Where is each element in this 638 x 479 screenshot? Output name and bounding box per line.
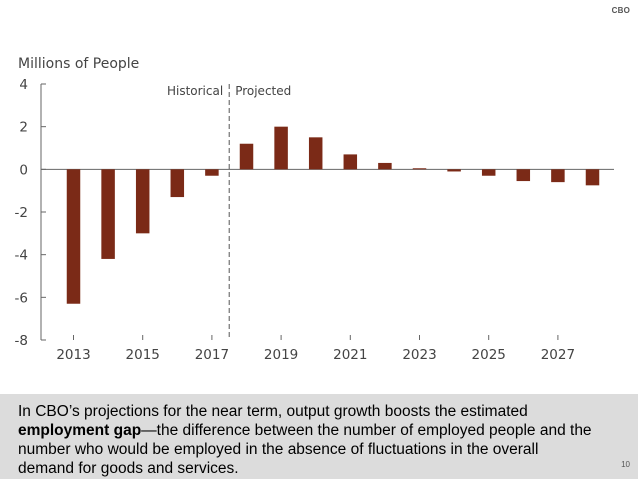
y-tick-label: 2 xyxy=(19,120,28,136)
x-tick-label: 2027 xyxy=(541,347,575,363)
x-tick-label: 2023 xyxy=(402,347,436,363)
y-tick-label: 0 xyxy=(19,162,28,178)
bar-2028 xyxy=(585,169,600,186)
x-tick-label: 2017 xyxy=(195,347,229,363)
caption-key-term: employment gap xyxy=(18,422,142,439)
y-tick-label: -2 xyxy=(15,205,28,221)
bar-2015 xyxy=(135,169,150,234)
caption-text-start: In CBO’s projections for the near term, … xyxy=(18,403,528,420)
bar-2026 xyxy=(516,169,531,182)
bar-2018 xyxy=(239,143,254,170)
employment-gap-chart: Millions of People 420-2-4-6-8 2013 2015 2… xyxy=(15,56,614,363)
bar-2024 xyxy=(447,169,461,172)
bar-2021 xyxy=(343,154,358,170)
bar-2014 xyxy=(101,169,115,259)
cbo-logo: CBO xyxy=(611,6,630,15)
caption-text-end: —the difference between the number of em… xyxy=(18,422,592,477)
x-axis: 2013 2015 2017 2019 2021 2023 2025 2027 xyxy=(41,168,614,363)
projected-label: Projected xyxy=(235,84,291,98)
y-tick-label: 4 xyxy=(19,77,28,93)
bar-2013 xyxy=(66,169,81,304)
caption-text: In CBO’s projections for the near term, … xyxy=(18,402,598,478)
y-axis-title: Millions of People xyxy=(18,56,139,72)
bar-2023 xyxy=(412,168,427,170)
y-axis: 4 2 0 -2 -4 -6 -8 xyxy=(15,77,46,349)
x-tick-label: 2019 xyxy=(264,347,298,363)
x-tick-label: 2025 xyxy=(472,347,506,363)
y-tick-label: -6 xyxy=(15,290,28,306)
bar-2022 xyxy=(378,162,392,170)
bar-2016 xyxy=(170,169,185,198)
bar-series xyxy=(66,126,600,304)
y-tick-label: -8 xyxy=(15,333,28,349)
bar-2019 xyxy=(274,126,288,170)
page-number: 10 xyxy=(621,460,630,469)
x-tick-label: 2013 xyxy=(56,347,90,363)
bar-2017 xyxy=(205,169,219,176)
x-tick-label: 2021 xyxy=(333,347,367,363)
bar-2027 xyxy=(551,169,565,183)
historical-label: Historical xyxy=(167,84,223,98)
y-tick-label: -4 xyxy=(15,248,28,264)
caption-box: In CBO’s projections for the near term, … xyxy=(0,394,638,479)
x-tick-label: 2015 xyxy=(126,347,160,363)
bar-2020 xyxy=(308,137,323,170)
bar-2025 xyxy=(481,169,496,176)
